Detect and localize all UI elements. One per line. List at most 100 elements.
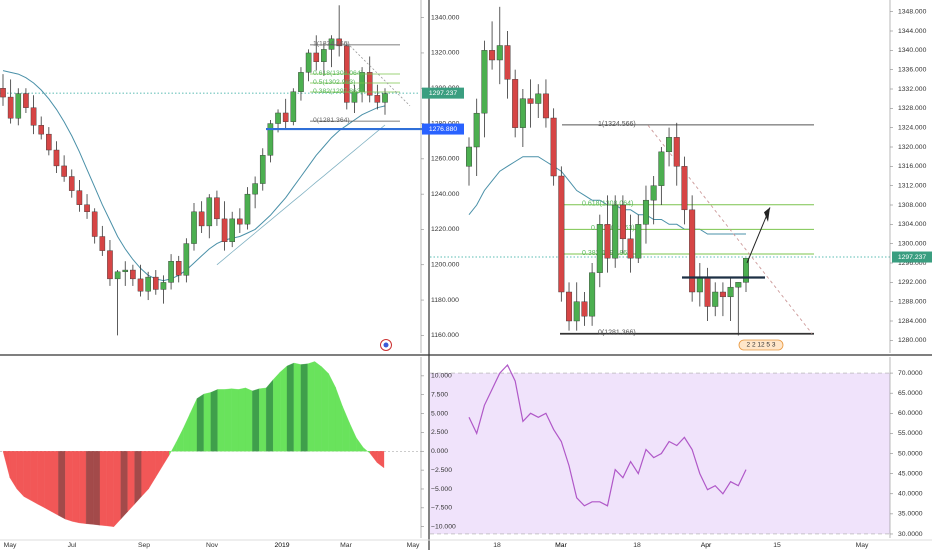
candle[interactable]: [712, 282, 719, 317]
candle[interactable]: [550, 108, 557, 186]
candle[interactable]: [466, 137, 473, 186]
candle[interactable]: [681, 156, 688, 225]
candle[interactable]: [46, 127, 52, 156]
candle[interactable]: [689, 195, 696, 302]
candle[interactable]: [473, 98, 480, 176]
candle[interactable]: [23, 88, 29, 113]
candle[interactable]: [596, 214, 603, 288]
candle[interactable]: [53, 141, 60, 173]
candle[interactable]: [504, 31, 511, 99]
candle[interactable]: [666, 127, 673, 167]
candle[interactable]: [76, 180, 83, 212]
candle[interactable]: [735, 282, 742, 336]
candle[interactable]: [152, 270, 159, 295]
candle[interactable]: [206, 194, 213, 239]
candle[interactable]: [321, 42, 327, 76]
candle[interactable]: [673, 122, 680, 186]
candle[interactable]: [114, 270, 121, 336]
candle[interactable]: [237, 208, 243, 233]
candle[interactable]: [229, 211, 236, 248]
left-price-panel[interactable]: 1(1324.566) 0.618(1308.064) 0.5(1302.963) 0…: [0, 5, 428, 351]
candle[interactable]: [481, 40, 488, 138]
candle[interactable]: [282, 98, 289, 129]
candle[interactable]: [7, 79, 14, 124]
rsi-line[interactable]: [468, 363, 747, 507]
candle-body-up: [727, 286, 734, 298]
oscillator-bar-positive: [286, 362, 295, 452]
candle[interactable]: [267, 120, 274, 163]
candle[interactable]: [84, 194, 90, 219]
candle[interactable]: [535, 84, 542, 118]
candle[interactable]: [122, 261, 129, 286]
candle[interactable]: [191, 202, 197, 251]
candle-body-up: [496, 45, 503, 61]
candle[interactable]: [15, 88, 22, 126]
candle[interactable]: [183, 238, 190, 283]
candle[interactable]: [743, 257, 750, 292]
candle[interactable]: [512, 69, 519, 138]
candle[interactable]: [91, 208, 98, 244]
candle[interactable]: [328, 35, 335, 68]
candle-body-down: [76, 190, 83, 205]
candle[interactable]: [696, 263, 703, 307]
candle[interactable]: [61, 155, 67, 182]
y-tick-label: 1296.000: [898, 260, 927, 267]
candle[interactable]: [0, 74, 6, 106]
moving-average-line: [2, 70, 386, 282]
badge-bg: [892, 251, 932, 263]
candle[interactable]: [589, 263, 596, 326]
candle[interactable]: [244, 187, 251, 230]
candle[interactable]: [635, 214, 642, 263]
candle[interactable]: [489, 21, 496, 70]
candle[interactable]: [704, 267, 711, 321]
candle[interactable]: [38, 116, 44, 140]
candle[interactable]: [305, 49, 312, 82]
candle[interactable]: [298, 67, 304, 101]
candle[interactable]: [107, 240, 113, 286]
candle[interactable]: [68, 169, 75, 198]
candle[interactable]: [290, 88, 297, 126]
candle[interactable]: [221, 201, 228, 251]
candle[interactable]: [382, 88, 388, 115]
badge-bg: [738, 339, 784, 351]
candle[interactable]: [313, 35, 320, 71]
candle[interactable]: [566, 282, 573, 331]
candle[interactable]: [719, 282, 726, 317]
right-rsi-panel[interactable]: [430, 363, 890, 535]
candle[interactable]: [198, 201, 205, 233]
left-oscillator-panel[interactable]: [0, 361, 421, 528]
candle[interactable]: [137, 264, 144, 297]
candle[interactable]: [612, 195, 619, 268]
candle[interactable]: [558, 166, 565, 302]
candle[interactable]: [627, 214, 634, 273]
candle[interactable]: [727, 277, 734, 322]
right-price-panel[interactable]: 1(1324.566)0.618(1308.064)0.5(1302.963)0…: [430, 6, 890, 351]
candle[interactable]: [336, 5, 342, 57]
candle[interactable]: [519, 89, 526, 147]
candle[interactable]: [130, 264, 136, 286]
candle[interactable]: [573, 282, 580, 331]
candle-body-down: [374, 95, 381, 103]
candle[interactable]: [175, 255, 182, 283]
candle[interactable]: [619, 195, 626, 254]
candle[interactable]: [168, 254, 174, 290]
candle[interactable]: [542, 79, 549, 128]
candle[interactable]: [30, 95, 37, 135]
candle-body-down: [282, 112, 289, 122]
candle[interactable]: [160, 275, 167, 304]
candle[interactable]: [366, 56, 373, 103]
candle[interactable]: [259, 148, 266, 191]
candle[interactable]: [581, 292, 588, 326]
candle[interactable]: [496, 6, 503, 85]
candle[interactable]: [658, 147, 665, 205]
candle[interactable]: [252, 176, 258, 209]
candle[interactable]: [604, 195, 611, 273]
candle[interactable]: [527, 79, 534, 128]
candle[interactable]: [374, 84, 381, 110]
candle[interactable]: [145, 271, 151, 301]
oscillator-bar-positive: [314, 361, 322, 452]
candle[interactable]: [650, 176, 657, 225]
candle[interactable]: [99, 225, 106, 256]
candle[interactable]: [214, 190, 220, 226]
candle[interactable]: [642, 185, 649, 244]
